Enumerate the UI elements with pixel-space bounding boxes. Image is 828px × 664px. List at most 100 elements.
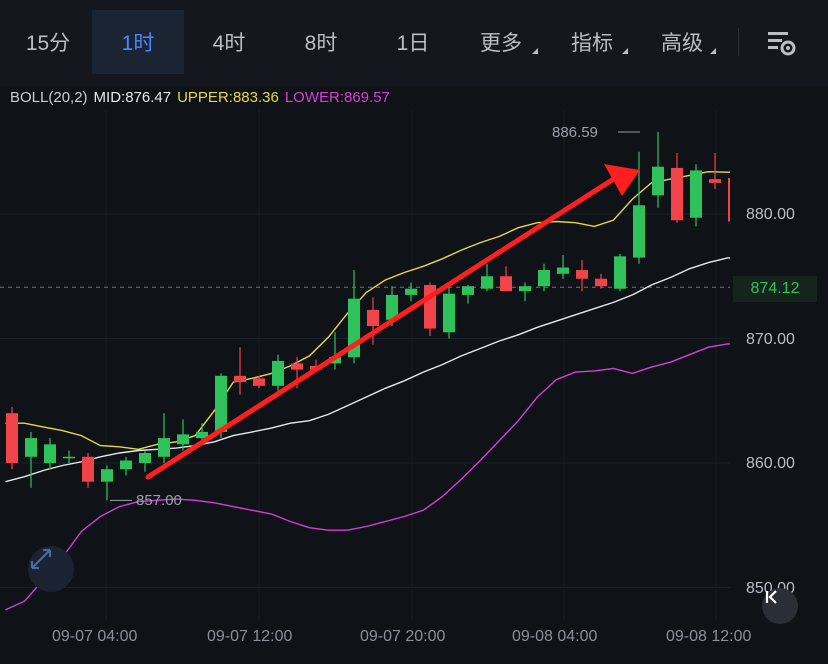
scroll-to-latest-button[interactable] — [762, 588, 798, 624]
candle-up — [405, 282, 417, 302]
candle-body — [291, 363, 303, 370]
candle-body — [234, 375, 246, 383]
x-tick-label: 09-07 04:00 — [52, 628, 138, 645]
boll-name: BOLL(20,2) — [10, 88, 88, 106]
candle-body — [728, 177, 730, 222]
candle-up — [139, 450, 151, 472]
candle-body — [44, 444, 56, 463]
tab-label: 4时 — [212, 32, 246, 55]
candle-body — [595, 278, 607, 287]
tab-label: 更多 — [480, 32, 522, 55]
candle-body — [443, 293, 455, 333]
candle-body — [500, 276, 512, 292]
candle-down — [595, 273, 607, 289]
candle-body — [576, 270, 588, 279]
candle-body — [158, 438, 170, 457]
chart-settings-button[interactable] — [760, 24, 800, 60]
candle-down — [424, 282, 436, 337]
candle-up — [177, 419, 189, 451]
candle-up — [462, 284, 474, 304]
expand-arrows-icon — [30, 548, 52, 570]
dropdown-triangle-icon — [532, 48, 538, 54]
x-tick-label: 09-07 12:00 — [207, 628, 293, 645]
candle-down — [6, 406, 18, 470]
candle-up — [272, 354, 284, 391]
candlestick-chart[interactable] — [0, 0, 730, 620]
tab-label: 15分 — [25, 32, 71, 55]
candle-body — [519, 286, 531, 292]
tab-label: 1时 — [121, 32, 155, 55]
tab-15m[interactable]: 15分 — [6, 10, 90, 74]
candle-body — [329, 357, 341, 364]
fullscreen-button[interactable] — [28, 546, 74, 592]
candle-body — [538, 270, 550, 287]
candle-down — [576, 260, 588, 292]
candle-body — [6, 413, 18, 463]
candle-body — [462, 286, 474, 295]
candle-up — [633, 151, 645, 264]
tab-1h[interactable]: 1时 — [92, 10, 184, 74]
y-tick-label: 860.00 — [746, 455, 795, 472]
candle-body — [405, 288, 417, 295]
candle-down — [671, 152, 683, 223]
boll-mid-line — [5, 257, 730, 483]
tab-8h[interactable]: 8时 — [276, 10, 366, 74]
boll-legend: BOLL(20,2) MID:876.47 UPPER:883.36 LOWER… — [10, 86, 390, 108]
candle-down — [82, 453, 94, 488]
candle-body — [25, 438, 37, 457]
high-price-label: 886.59 — [552, 124, 598, 141]
trend-arrow-line — [145, 177, 615, 480]
candle-up — [329, 332, 341, 370]
candle-down — [253, 375, 265, 389]
candle-up — [652, 131, 664, 208]
candle-body — [63, 456, 75, 459]
tab-advanced[interactable]: 高级 — [644, 10, 720, 74]
candle-up — [690, 164, 702, 227]
candle-up — [120, 456, 132, 476]
tab-label: 1日 — [396, 32, 430, 55]
candle-down — [367, 297, 379, 345]
candle-down — [500, 266, 512, 292]
candle-up — [538, 263, 550, 292]
tab-1d[interactable]: 1日 — [370, 10, 456, 74]
y-tick-label: 870.00 — [746, 331, 795, 348]
candle-body — [671, 167, 683, 221]
tab-4h[interactable]: 4时 — [186, 10, 272, 74]
candle-up — [481, 263, 493, 292]
candle-down — [234, 347, 246, 395]
tab-label: 指标 — [571, 32, 613, 55]
tab-label: 高级 — [661, 32, 703, 55]
boll-lower: LOWER:869.57 — [284, 88, 390, 106]
tab-divider — [738, 28, 739, 56]
boll-upper-line — [5, 170, 730, 451]
candle-body — [215, 375, 227, 432]
dropdown-triangle-icon — [622, 48, 628, 54]
candle-up — [158, 413, 170, 463]
candle-up — [63, 450, 75, 463]
trend-arrow-head — [604, 164, 640, 196]
candle-up — [519, 282, 531, 302]
candle-body — [367, 309, 379, 327]
candle-body — [633, 205, 645, 258]
candle-up — [614, 253, 626, 292]
low-price-label: 857.00 — [136, 492, 182, 509]
candle-body — [481, 276, 493, 289]
tab-indicators[interactable]: 指标 — [552, 10, 632, 74]
candle-body — [120, 460, 132, 470]
boll-lower-line — [5, 343, 730, 611]
candle-up — [557, 255, 569, 279]
tab-more[interactable]: 更多 — [460, 10, 542, 74]
chart-settings-icon — [768, 32, 796, 56]
candle-body — [177, 434, 189, 445]
candle-body — [557, 267, 569, 274]
candle-body — [101, 469, 113, 482]
candle-body — [253, 378, 265, 386]
candle-body — [196, 431, 208, 439]
candle-body — [709, 179, 721, 183]
timeframe-tabbar: 15分 1时 4时 8时 1日 更多 指标 高级 — [0, 0, 828, 86]
candle-down — [709, 152, 721, 190]
candle-body — [386, 294, 398, 320]
y-tick-label: 880.00 — [746, 206, 795, 223]
x-tick-label: 09-07 20:00 — [360, 628, 446, 645]
candle-down — [728, 177, 730, 222]
